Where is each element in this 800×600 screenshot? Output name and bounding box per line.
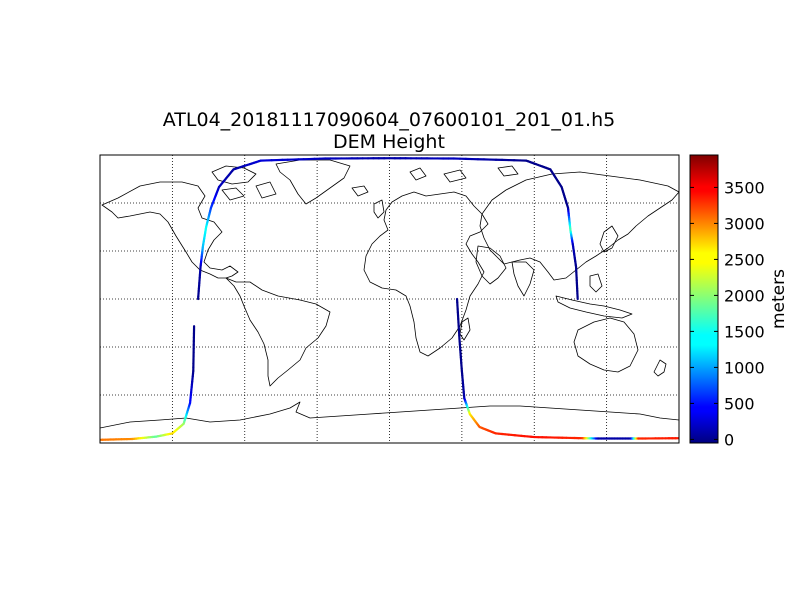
coastline-europe-africa [363, 191, 489, 357]
colorbar-tick-label: 2500 [724, 250, 765, 269]
coastline-iceland [351, 185, 369, 197]
coastline-south-america [225, 277, 331, 387]
coastline-indonesia [555, 295, 633, 319]
colorbar-frame [689, 154, 719, 444]
coastline-svalbard [409, 165, 519, 183]
colorbar-tick-label: 500 [724, 394, 755, 413]
coastline-new-zealand [653, 359, 667, 377]
satellite-track [100, 157, 679, 441]
colorbar-tick-label: 2000 [724, 286, 765, 305]
coastline-greenland [275, 159, 351, 205]
coastline-antarctica [100, 401, 679, 429]
coastline-north-america [101, 181, 239, 279]
plot-title-line1: ATL04_20181117090604_07600101_201_01.h5 [163, 109, 615, 131]
graticule [100, 155, 679, 443]
colorbar-gradient [690, 155, 718, 443]
coastline-india [511, 261, 535, 297]
coastline-japan [599, 225, 619, 253]
colorbar-tick-label: 3500 [724, 178, 765, 197]
coastline-arctic-islands [211, 165, 277, 201]
colorbar-tick-label: 0 [724, 430, 734, 449]
coastline-arabia [475, 245, 507, 285]
colorbar-tick-label: 1500 [724, 322, 765, 341]
coastline-asia [479, 171, 679, 281]
world-map [99, 154, 680, 444]
colorbar-label: meters [769, 269, 789, 329]
coastline-madagascar [459, 317, 471, 341]
colorbar-tick-label: 1000 [724, 358, 765, 377]
coastline-australia [573, 317, 639, 373]
coastlines [100, 159, 679, 429]
colorbar-tick-label: 3000 [724, 214, 765, 233]
coastline-philippines [589, 273, 603, 293]
coastline-uk [373, 199, 385, 219]
plot-title-line2: DEM Height [333, 131, 445, 153]
colorbar: 0 500 1000 1500 2000 2500 3000 3500 meters [689, 154, 789, 449]
map-frame [99, 154, 680, 444]
